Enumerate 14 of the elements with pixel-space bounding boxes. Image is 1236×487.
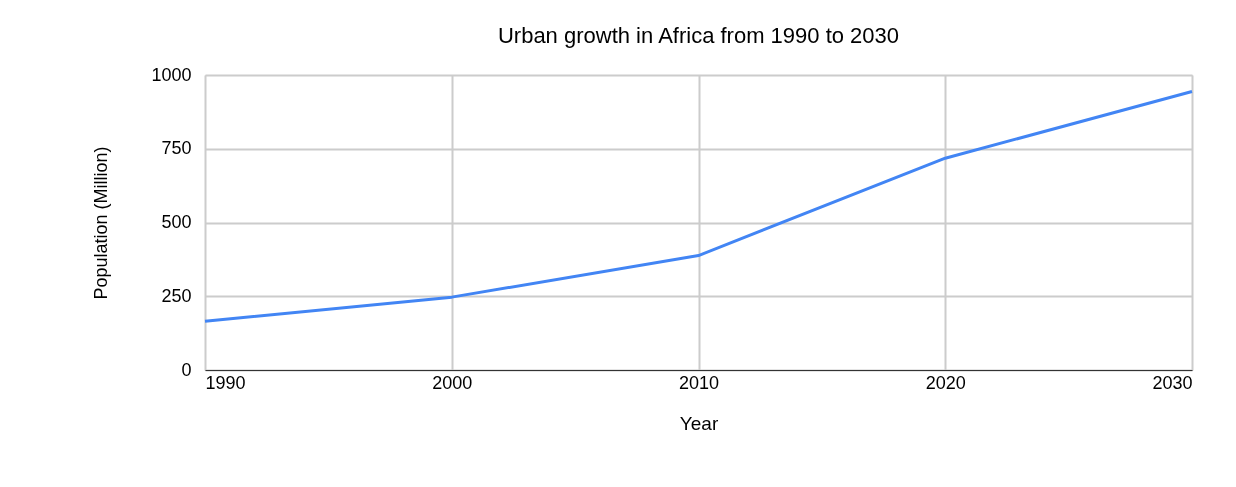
y-tick-label: 0: [181, 359, 192, 380]
y-axis-title: Population (Million): [91, 146, 112, 300]
x-tick-label: 2020: [925, 372, 966, 393]
x-tick-label: 2030: [1152, 372, 1193, 393]
y-tick-label: 1000: [151, 64, 192, 85]
y-tick-label: 500: [161, 212, 192, 232]
x-axis-title: Year: [679, 412, 719, 434]
y-tick-label: 250: [161, 285, 192, 306]
x-tick-label: 2010: [678, 372, 720, 393]
x-tick-label: 1990: [205, 372, 246, 393]
chart-title: Urban growth in Africa from 1990 to 2030: [497, 23, 900, 48]
y-tick-label: 750: [161, 138, 192, 159]
x-tick-label: 2000: [432, 372, 473, 393]
line-series: [203, 90, 1194, 323]
